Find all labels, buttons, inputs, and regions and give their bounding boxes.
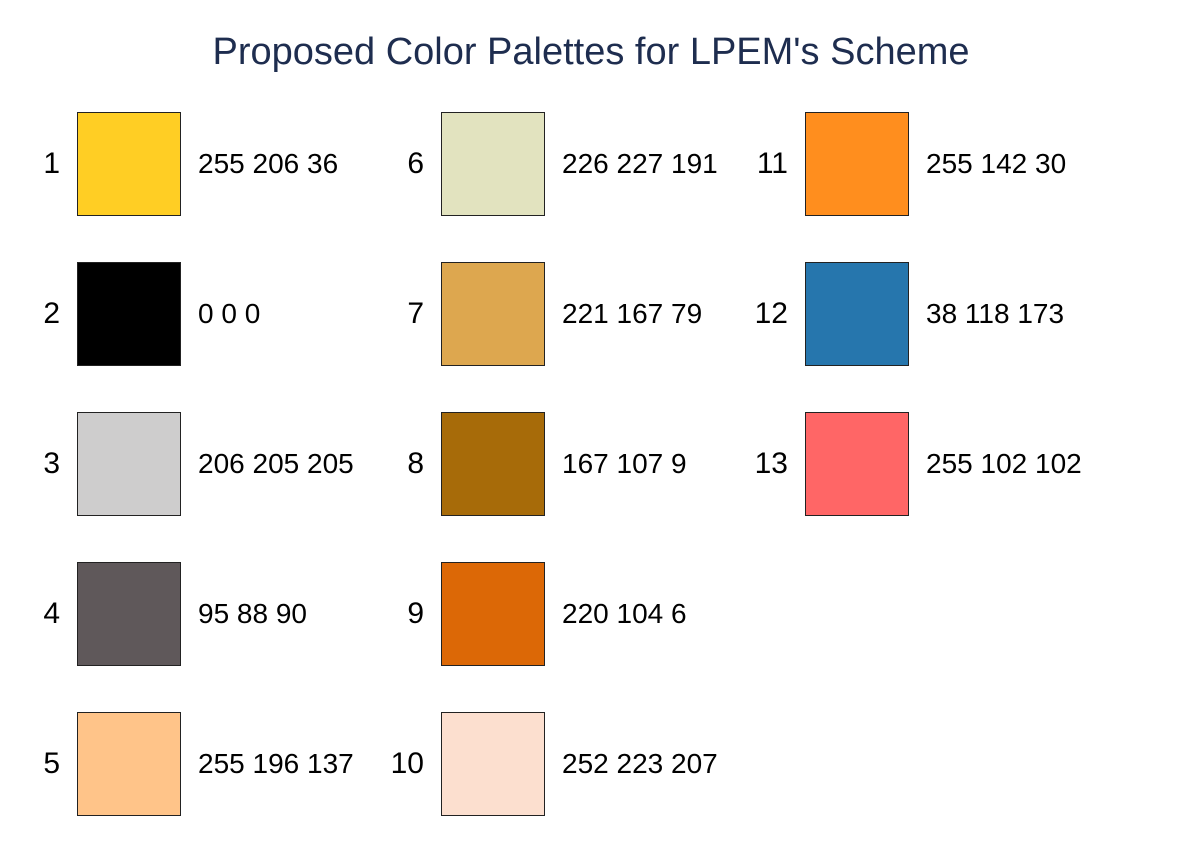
rgb-value: 95 88 90 [198, 598, 307, 629]
color-swatch [441, 412, 545, 516]
palette-number: 10 [390, 747, 424, 780]
page-title: Proposed Color Palettes for LPEM's Schem… [212, 31, 970, 73]
color-swatch [441, 562, 545, 666]
palette-entry-12: 12 38 118 173 [728, 262, 1088, 366]
palette-entry-11: 11 255 142 30 [728, 112, 1088, 216]
rgb-value: 255 196 137 [198, 748, 354, 779]
palette-number: 2 [43, 297, 60, 330]
palette-number: 9 [407, 597, 424, 630]
rgb-value: 220 104 6 [562, 598, 687, 629]
palette-number: 12 [754, 297, 788, 330]
rgb-value: 206 205 205 [198, 448, 354, 479]
rgb-value: 252 223 207 [562, 748, 718, 779]
rgb-value: 226 227 191 [562, 148, 718, 179]
color-swatch [77, 712, 181, 816]
palette-number: 8 [407, 447, 424, 480]
palette-number: 7 [407, 297, 424, 330]
palette-number: 13 [754, 447, 788, 480]
rgb-value: 255 102 102 [926, 448, 1082, 479]
color-swatch [441, 262, 545, 366]
rgb-value: 255 142 30 [926, 148, 1067, 179]
palette-entry-6: 6 226 227 191 [364, 112, 724, 216]
color-swatch [77, 412, 181, 516]
rgb-value: 255 206 36 [198, 148, 339, 179]
color-swatch [441, 712, 545, 816]
palette-number: 3 [43, 447, 60, 480]
color-swatch [805, 262, 909, 366]
rgb-value: 167 107 9 [562, 448, 687, 479]
palette-number: 1 [43, 147, 60, 180]
rgb-value: 38 118 173 [926, 298, 1065, 329]
palette-entry-3: 3 206 205 205 [0, 412, 360, 516]
color-swatch [805, 412, 909, 516]
color-swatch [77, 562, 181, 666]
palette-entry-7: 7 221 167 79 [364, 262, 724, 366]
rgb-value: 0 0 0 [198, 298, 261, 329]
palette-number: 6 [407, 147, 424, 180]
palette-number: 11 [756, 147, 788, 180]
color-swatch [805, 112, 909, 216]
color-swatch [77, 112, 181, 216]
palette-entry-8: 8 167 107 9 [364, 412, 724, 516]
palette-entry-2: 2 0 0 0 [0, 262, 360, 366]
palette-entry-5: 5 255 196 137 [0, 712, 360, 816]
palette-number: 4 [43, 597, 60, 630]
color-swatch [77, 262, 181, 366]
palette-number: 5 [43, 747, 60, 780]
palette-entry-10: 10 252 223 207 [364, 712, 724, 816]
palette-entry-4: 4 95 88 90 [0, 562, 360, 666]
rgb-value: 221 167 79 [562, 298, 703, 329]
color-swatch [441, 112, 545, 216]
palette-entry-13: 13 255 102 102 [728, 412, 1088, 516]
palette-entry-9: 9 220 104 6 [364, 562, 724, 666]
palette-entry-1: 1 255 206 36 [0, 112, 360, 216]
